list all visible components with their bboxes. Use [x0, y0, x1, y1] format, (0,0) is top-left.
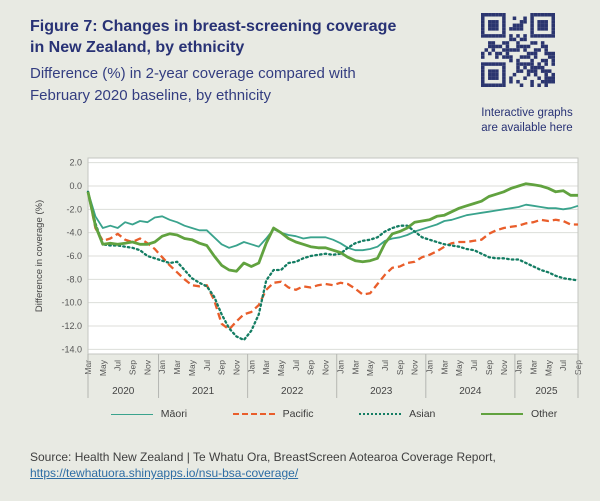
- year-label: 2020: [112, 386, 135, 397]
- subtitle-line-1: Difference (%) in 2-year coverage compar…: [30, 65, 356, 82]
- x-tick-label: Sep: [395, 360, 405, 375]
- year-label: 2024: [459, 386, 482, 397]
- x-tick-label: Sep: [484, 360, 494, 375]
- y-tick-label: 0.0: [69, 181, 82, 191]
- x-tick-label: Jan: [514, 360, 524, 374]
- qr-code-icon: [481, 13, 555, 87]
- series-line-māori: [87, 191, 579, 252]
- y-tick-label: -6.0: [66, 251, 82, 261]
- x-tick-label: Sep: [128, 360, 138, 375]
- x-tick-label: Jan: [335, 360, 345, 374]
- y-tick-label: -14.0: [61, 344, 82, 354]
- x-tick-label: Sep: [306, 360, 316, 375]
- x-tick-label: Nov: [142, 359, 152, 375]
- qr-caption-line-2: are available here: [481, 122, 573, 134]
- qr-caption: Interactive graphs are available here: [462, 106, 592, 136]
- series-line-pacific: [86, 191, 578, 331]
- y-tick-label: -2.0: [66, 204, 82, 214]
- legend-swatch-solid: [110, 413, 153, 415]
- x-tick-label: Sep: [217, 360, 227, 375]
- x-tick-label: Jul: [113, 360, 123, 371]
- x-tick-label: Jul: [380, 360, 390, 371]
- x-tick-label: Nov: [231, 359, 241, 375]
- year-label: 2022: [281, 386, 304, 397]
- x-tick-label: May: [543, 359, 553, 376]
- x-tick-label: Mar: [261, 360, 271, 375]
- x-tick-label: Nov: [410, 359, 420, 375]
- legend-item-other: Other: [480, 408, 558, 420]
- x-tick-label: Jan: [246, 360, 256, 374]
- legend-label: Other: [530, 408, 558, 420]
- legend-swatch-solid: [480, 413, 523, 415]
- source-note: Source: Health New Zealand | Te Whatu Or…: [30, 449, 570, 481]
- legend-label: Pacific: [282, 408, 314, 420]
- qr-caption-line-1: Interactive graphs: [481, 107, 573, 119]
- x-tick-label: May: [454, 359, 464, 376]
- title-line-1: Figure 7: Changes in breast-screening co…: [30, 18, 397, 35]
- chart-legend: Māori Pacific Asian Other: [88, 404, 580, 424]
- source-text: Source: Health New Zealand | Te Whatu Or…: [30, 450, 496, 464]
- series-line-other: [86, 182, 578, 273]
- year-label: 2021: [192, 386, 215, 397]
- x-tick-label: Nov: [321, 359, 331, 375]
- legend-swatch-dotted: [359, 413, 402, 415]
- x-tick-label: Jul: [469, 360, 479, 371]
- legend-item-asian: Asian: [359, 408, 435, 420]
- y-tick-label: -10.0: [61, 298, 82, 308]
- x-tick-label: Jul: [202, 360, 212, 371]
- coverage-line-chart: 2.0 0.0 -2.0 -4.0 -6.0 -8.0 -10.0 -12.0 -14.0 Mar…: [34, 157, 583, 398]
- page-title: Figure 7: Changes in breast-screening co…: [30, 16, 470, 58]
- x-tick-label: Jan: [157, 360, 167, 374]
- x-tick-label: Mar: [439, 360, 449, 375]
- y-tick-label: -12.0: [61, 321, 82, 331]
- year-label: 2025: [535, 386, 558, 397]
- x-tick-label: May: [365, 359, 375, 376]
- x-tick-label: Jan: [425, 360, 435, 374]
- x-tick-label: Mar: [528, 360, 538, 375]
- legend-item-pacific: Pacific: [232, 408, 314, 420]
- page-subtitle: Difference (%) in 2-year coverage compar…: [30, 63, 470, 106]
- subtitle-line-2: February 2020 baseline, by ethnicity: [30, 86, 271, 104]
- x-tick-label: Mar: [172, 360, 182, 375]
- source-link[interactable]: https://tewhatuora.shinyapps.io/nsu-bsa-…: [30, 466, 299, 480]
- x-tick-label: Nov: [499, 359, 509, 375]
- x-tick-label: Jul: [291, 360, 301, 371]
- y-tick-label: -4.0: [66, 228, 82, 238]
- legend-swatch-dashed: [232, 413, 275, 415]
- legend-item-māori: Māori: [110, 408, 188, 420]
- y-tick-label: -8.0: [66, 274, 82, 284]
- x-tick-label: Jul: [558, 360, 568, 371]
- x-tick-label: Mar: [350, 360, 360, 375]
- year-label: 2023: [370, 386, 393, 397]
- x-tick-label: May: [276, 359, 286, 376]
- series-line-asian: [86, 190, 580, 342]
- title-line-2: in New Zealand, by ethnicity: [30, 39, 245, 56]
- y-axis-title: Difference in coverage (%): [34, 200, 45, 312]
- y-tick-label: 2.0: [69, 158, 82, 168]
- legend-label: Māori: [160, 408, 188, 420]
- x-tick-label: May: [187, 359, 197, 376]
- legend-label: Asian: [409, 408, 436, 420]
- x-tick-label: May: [98, 359, 108, 376]
